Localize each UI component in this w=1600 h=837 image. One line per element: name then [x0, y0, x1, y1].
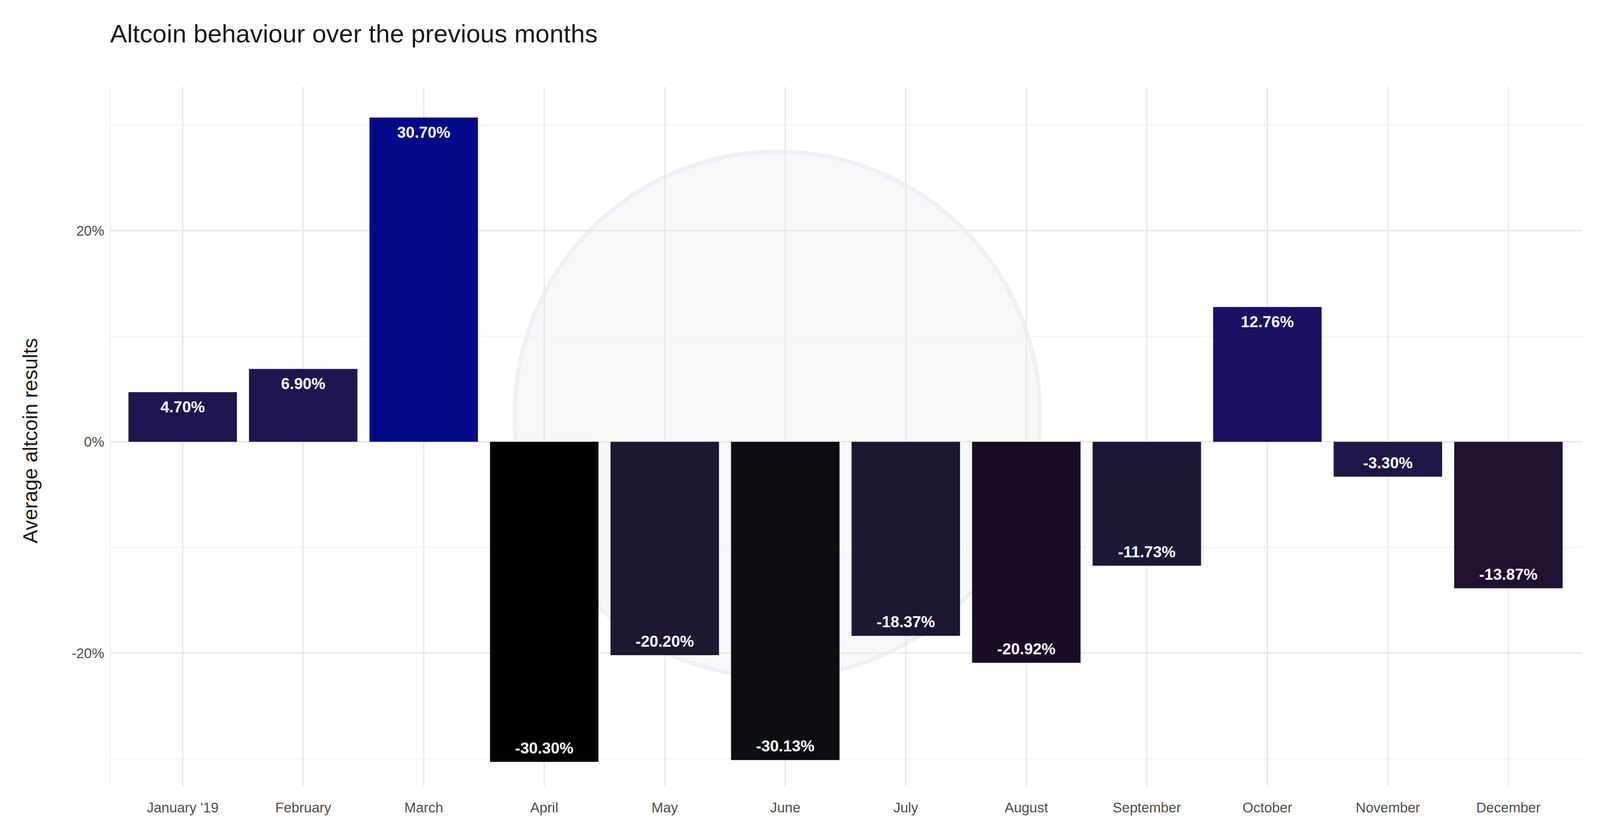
minor-grid-line [110, 124, 1582, 126]
y-tick-label: 0% [83, 433, 105, 450]
data-label: -30.30% [515, 739, 574, 757]
x-tick-label: May [651, 799, 679, 816]
category-grid-line [664, 86, 666, 786]
data-label: -20.20% [635, 632, 694, 650]
x-tick-labels: January '19 February March April May June July… [146, 799, 1541, 816]
minor-grid-line [110, 757, 1582, 760]
data-label: -20.92% [997, 640, 1056, 658]
category-grid-line [1025, 86, 1027, 786]
data-label: -3.30% [1363, 454, 1413, 472]
minor-grid-line [110, 546, 1582, 548]
chart: 4.70% 6.90% 30.70% -30.30% -20.20% -30.13% -18… [0, 0, 1600, 837]
x-tick-label: July [893, 799, 919, 816]
bar [128, 391, 237, 442]
bar [249, 368, 358, 442]
grid-line [110, 229, 1582, 231]
bar [369, 117, 478, 442]
bar [731, 441, 840, 760]
category-grid-line [1507, 86, 1509, 786]
bar [610, 441, 719, 655]
data-label: 4.70% [160, 398, 206, 416]
data-labels: 4.70% 6.90% 30.70% -30.30% -20.20% -30.13% -18… [160, 123, 1538, 757]
bar [851, 441, 960, 636]
x-tick-label: February [275, 799, 332, 816]
x-tick-label: November [1355, 799, 1420, 816]
x-tick-label: September [1112, 799, 1182, 816]
y-axis-line [109, 86, 111, 786]
bar [1333, 441, 1442, 477]
bar [490, 441, 599, 762]
x-tick-label: August [1004, 799, 1049, 816]
bar [1092, 441, 1201, 566]
x-tick-label: January '19 [146, 799, 219, 816]
x-tick-label: June [770, 799, 801, 816]
data-label: -13.87% [1479, 565, 1538, 583]
y-tick-labels: -20% 0% 20% [71, 222, 105, 661]
data-label: -30.13% [756, 737, 815, 755]
grid [110, 86, 1582, 786]
x-tick-label: October [1242, 799, 1293, 816]
y-tick-label: -20% [71, 645, 105, 661]
x-tick-label: March [404, 799, 444, 816]
y-tick-label: 20% [76, 222, 105, 239]
grid-line [110, 651, 1582, 654]
data-label: 12.76% [1240, 313, 1295, 331]
bar [1213, 306, 1322, 442]
bar [1454, 441, 1563, 588]
data-label: -11.73% [1117, 543, 1176, 561]
category-grid-line [1146, 86, 1148, 786]
data-label: 6.90% [280, 374, 326, 393]
x-tick-label: December [1476, 799, 1541, 816]
minor-grid-line [110, 335, 1582, 337]
bars [128, 117, 1563, 762]
bar [972, 441, 1081, 663]
title: Altcoin behaviour over the previous mont… [110, 19, 598, 48]
data-label: 30.70% [397, 123, 451, 142]
y-axis-title: Average altcoin results [19, 338, 42, 544]
x-tick-label: April [530, 799, 559, 816]
data-label: -18.37% [876, 612, 935, 631]
category-grid-line [1387, 86, 1389, 786]
category-grid-line [905, 86, 907, 786]
